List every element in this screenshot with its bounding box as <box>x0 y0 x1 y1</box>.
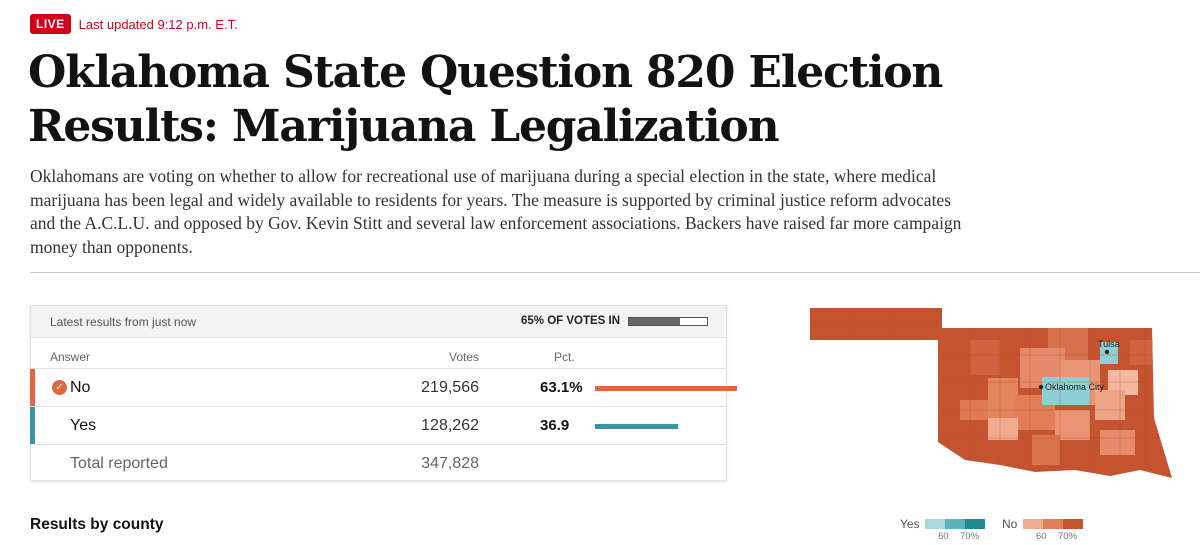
legend-no-swatch <box>1043 519 1063 529</box>
column-headers: Answer Votes Pct. <box>31 338 726 368</box>
column-votes: Votes <box>449 350 480 364</box>
live-status: LIVE Last updated 9:12 p.m. E.T. <box>30 14 238 34</box>
total-votes: 347,828 <box>421 455 479 472</box>
live-badge: LIVE <box>30 14 71 34</box>
pct-bar <box>595 424 679 429</box>
page-title: Oklahoma State Question 820 Election Res… <box>28 47 943 152</box>
legend-no-swatch <box>1063 519 1083 529</box>
legend-no-label: No <box>1002 517 1018 531</box>
legend-yes-swatch <box>965 519 985 529</box>
tulsa-county-yes[interactable] <box>1100 342 1118 364</box>
vote-count: 128,262 <box>421 417 479 434</box>
votes-in-progress <box>628 317 708 326</box>
answer-label: Yes <box>70 417 97 434</box>
vote-pct: 36.9 <box>540 417 570 434</box>
total-label: Total reported <box>70 455 168 472</box>
row-color-bar <box>30 407 35 444</box>
legend-no-swatch <box>1023 519 1043 529</box>
votes-in-label: 65% OF VOTES IN <box>521 315 621 327</box>
legend-no-tick-70: 70% <box>1058 531 1078 542</box>
vote-pct: 63.1% <box>540 379 583 396</box>
tulsa-marker <box>1104 349 1110 355</box>
winner-check-icon: ✓ <box>52 380 67 395</box>
latest-results-label: Latest results from just now <box>50 315 197 329</box>
oklahoma-city-label: Oklahoma City <box>1045 382 1105 392</box>
row-color-bar <box>30 369 35 406</box>
result-row-total: Total reported 347,828 <box>31 444 726 482</box>
results-table: Latest results from just now 65% OF VOTE… <box>30 305 737 482</box>
legend-yes-swatch <box>945 519 965 529</box>
article-summary: Oklahomans are voting on whether to allo… <box>30 166 962 257</box>
legend-yes-tick-70: 70% <box>960 531 980 542</box>
result-row-yes: Yes 128,262 36.9 <box>30 406 726 444</box>
legend-yes-label: Yes <box>900 517 920 531</box>
pct-bar <box>595 386 737 391</box>
divider <box>30 272 1200 273</box>
votes-in-progress-fill <box>629 318 680 325</box>
oklahoma-city-marker <box>1038 384 1044 390</box>
legend-no-tick-60: 60 <box>1036 531 1047 542</box>
results-by-county-heading: Results by county <box>30 516 164 533</box>
answer-label: No <box>70 379 91 396</box>
last-updated: Last updated 9:12 p.m. E.T. <box>78 16 238 32</box>
legend-yes-tick-60: 60 <box>938 531 949 542</box>
legend-yes-swatch <box>925 519 945 529</box>
tulsa-label: Tulsa <box>1098 339 1120 349</box>
county-results-map[interactable]: Tulsa Oklahoma City <box>810 300 1176 485</box>
column-answer: Answer <box>50 350 91 364</box>
column-pct: Pct. <box>554 350 575 364</box>
result-row-no: ✓ No 219,566 63.1% <box>30 368 737 406</box>
county-shading <box>960 328 1154 465</box>
results-header: Latest results from just now 65% OF VOTE… <box>31 306 726 338</box>
vote-count: 219,566 <box>421 379 479 396</box>
county-borders <box>810 308 1160 476</box>
oklahoma-county-yes[interactable] <box>1042 377 1090 405</box>
